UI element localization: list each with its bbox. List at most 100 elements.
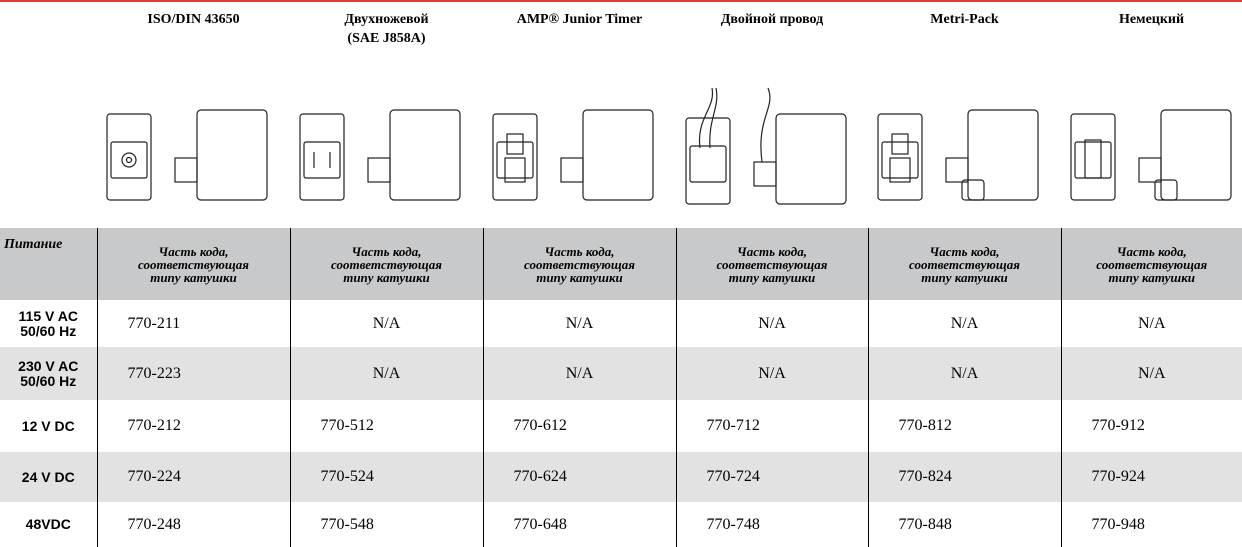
connector-name: Немецкий xyxy=(1061,10,1242,70)
column-header: Часть кода, соответствующая типу катушки xyxy=(675,228,868,300)
front-view xyxy=(1070,113,1116,201)
front-face xyxy=(496,141,534,179)
connector-name: ISO/DIN 43650 xyxy=(97,10,290,70)
part-cell: N/A xyxy=(867,300,1061,347)
part-cell: 770-212 xyxy=(96,400,290,452)
column-header: Часть кода, соответствующая типу катушки xyxy=(96,228,290,300)
front-face xyxy=(110,141,148,179)
connector-headers: ISO/DIN 43650 Двухножевой (SAE J858A) AMP® … xyxy=(97,10,1242,70)
part-cell: N/A xyxy=(289,300,483,347)
side-plug xyxy=(753,161,777,187)
connector-drawings xyxy=(106,87,1232,205)
side-plug xyxy=(560,157,584,183)
part-cell: N/A xyxy=(482,300,676,347)
connector-name: AMP® Junior Timer xyxy=(483,10,676,70)
connector-name-line: ISO/DIN 43650 xyxy=(147,12,240,27)
part-cell: 770-512 xyxy=(289,400,483,452)
drawing-line xyxy=(125,156,133,164)
column-header-text: Часть кода, соответствующая типу катушки xyxy=(138,243,249,285)
side-view xyxy=(775,113,847,205)
part-cell: N/A xyxy=(1060,300,1242,347)
part-cell: N/A xyxy=(675,300,868,347)
part-cell: 770-248 xyxy=(96,502,290,547)
column-header-text: Часть кода, соответствующая типу катушки xyxy=(909,243,1020,285)
part-cell: 770-648 xyxy=(482,502,676,547)
table-row: 115 V AC 50/60 Hz 770-211 N/A N/A N/A N/A N/A xyxy=(0,300,1242,347)
column-header-text: Часть кода, соответствующая типу катушки xyxy=(716,243,828,285)
part-cell: N/A xyxy=(675,347,868,400)
side-view xyxy=(967,109,1039,201)
connector-name-line: Двойной провод xyxy=(720,12,824,27)
connector-name: Metri-Pack xyxy=(868,10,1061,70)
top-rule xyxy=(0,0,1242,2)
front-view xyxy=(877,113,923,201)
connector-name-line: Metri-Pack xyxy=(930,12,999,27)
front-face xyxy=(1074,141,1112,179)
side-view xyxy=(389,109,461,201)
connector-name: Двухножевой (SAE J858A) xyxy=(290,10,483,70)
voltage-cell: 115 V AC 50/60 Hz xyxy=(0,300,97,347)
front-face xyxy=(303,141,341,179)
part-cell: 770-848 xyxy=(867,502,1061,547)
column-header-text: Часть кода, соответствующая типу катушки xyxy=(1096,243,1208,285)
connector-name-line: AMP® Junior Timer xyxy=(516,12,643,27)
drawing-line xyxy=(506,133,524,155)
drawing-line xyxy=(504,157,526,183)
column-header-text: Часть кода, соответствующая типу катушки xyxy=(331,243,442,285)
part-cell: 770-624 xyxy=(482,452,676,502)
column-header: Часть кода, соответствующая типу катушки xyxy=(289,228,483,300)
side-view xyxy=(196,109,268,201)
side-plug xyxy=(174,157,198,183)
side-latch xyxy=(1154,179,1178,201)
part-cell: 770-912 xyxy=(1060,400,1242,452)
part-cell: 770-812 xyxy=(867,400,1061,452)
voltage-text: 115 V AC 50/60 Hz xyxy=(18,307,78,339)
part-cell: 770-223 xyxy=(96,347,290,400)
column-header: Питание xyxy=(0,228,97,300)
voltage-text: 48VDC xyxy=(25,516,71,532)
drawing-line xyxy=(889,157,911,183)
part-cell: 770-824 xyxy=(867,452,1061,502)
voltage-cell: 48VDC xyxy=(0,502,97,547)
side-view xyxy=(582,109,654,201)
connector-name: Двойной провод xyxy=(676,10,868,70)
part-cell: 770-211 xyxy=(96,300,290,347)
side-latch xyxy=(961,179,985,201)
voltage-cell: 230 V AC 50/60 Hz xyxy=(0,347,97,400)
front-view xyxy=(492,113,538,201)
table-row: 24 V DC 770-224 770-524 770-624 770-724 770-8… xyxy=(0,452,1242,502)
side-plug xyxy=(945,157,969,183)
front-face xyxy=(881,141,919,179)
front-view xyxy=(685,117,731,205)
part-cell: 770-524 xyxy=(289,452,483,502)
front-view xyxy=(106,113,152,201)
front-face xyxy=(689,145,727,183)
column-header: Часть кода, соответствующая типу катушки xyxy=(1060,228,1242,300)
part-cell: 770-224 xyxy=(96,452,290,502)
drawing-line xyxy=(1084,139,1102,179)
drawing-line xyxy=(709,87,718,149)
part-cell: 770-712 xyxy=(675,400,868,452)
front-view xyxy=(299,113,345,201)
drawing-line xyxy=(698,87,714,149)
voltage-cell: 24 V DC xyxy=(0,452,97,502)
part-cell: N/A xyxy=(1060,347,1242,400)
side-plug xyxy=(1138,157,1162,183)
table-row: 12 V DC 770-212 770-512 770-612 770-712 770-8… xyxy=(0,400,1242,452)
table-row: 48VDC 770-248 770-548 770-648 770-748 770-848… xyxy=(0,502,1242,547)
column-header-text: Питание xyxy=(4,237,63,252)
drawing-line xyxy=(121,152,137,168)
column-header-text: Часть кода, соответствующая типу катушки xyxy=(524,243,635,285)
connector-name-line: Двухножевой xyxy=(344,12,429,27)
side-view xyxy=(1160,109,1232,201)
part-cell: 770-724 xyxy=(675,452,868,502)
part-cell: 770-748 xyxy=(675,502,868,547)
part-table: Питание Часть кода, соответствующая типу … xyxy=(0,228,1242,547)
voltage-text: 24 V DC xyxy=(21,468,75,485)
connector-name-line: Немецкий xyxy=(1118,12,1185,27)
column-header: Часть кода, соответствующая типу катушки xyxy=(867,228,1061,300)
drawing-line xyxy=(760,87,771,163)
part-cell: 770-612 xyxy=(482,400,676,452)
part-cell: 770-548 xyxy=(289,502,483,547)
